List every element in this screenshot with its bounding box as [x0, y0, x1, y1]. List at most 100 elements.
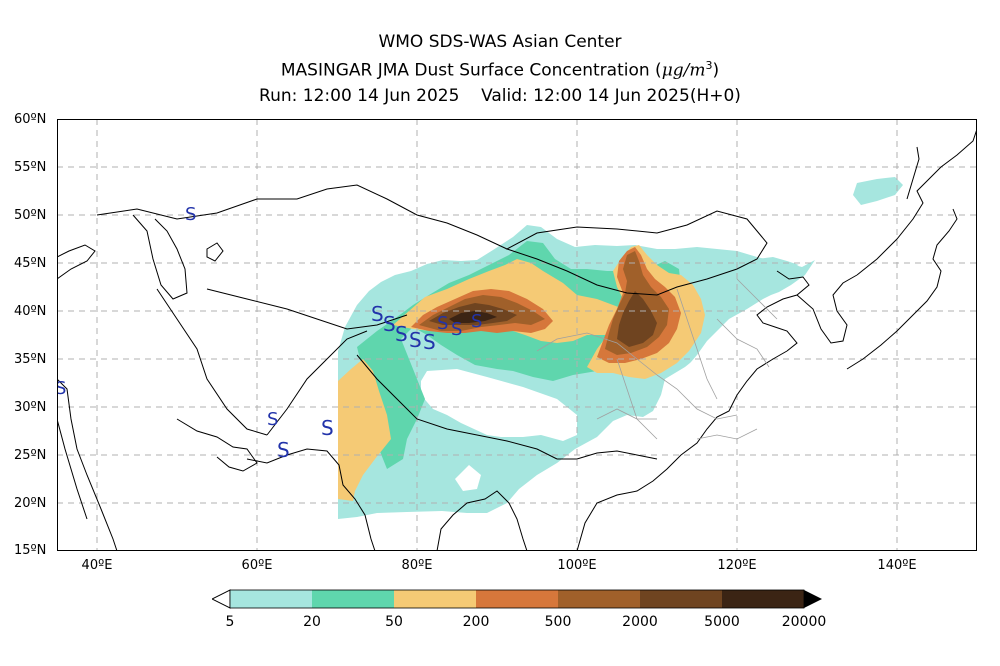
colorbar-swatch	[640, 590, 722, 608]
lon-label: 100ºE	[557, 558, 597, 573]
colorbar-swatch	[722, 590, 804, 608]
coastline-red-sea	[57, 418, 88, 520]
lat-label: 45ºN	[14, 256, 47, 271]
coastline-black-sea	[57, 244, 96, 280]
station-marker: S	[451, 319, 462, 340]
colorbar	[212, 589, 822, 609]
province-border-7	[696, 428, 758, 440]
station-marker: S	[185, 204, 196, 225]
dust-level-5000	[449, 311, 497, 323]
province-border-5	[716, 318, 770, 368]
dust-level-50	[338, 359, 391, 501]
station-marker: S	[423, 330, 436, 354]
province-border-4	[676, 288, 718, 400]
lon-label: 40ºE	[81, 558, 113, 573]
lat-label: 50ºN	[14, 208, 47, 223]
map-frame	[57, 119, 977, 551]
colorbar-swatch	[230, 590, 312, 608]
colorbar-label: 20	[303, 614, 321, 630]
coastline-korea	[796, 274, 858, 344]
lon-label: 60ºE	[241, 558, 273, 573]
title-line2: MASINGAR JMA Dust Surface Concentration …	[0, 59, 1000, 81]
clear-area-east	[651, 289, 957, 519]
run-time: Run: 12:00 14 Jun 2025	[259, 86, 460, 106]
dust-level-2000-gobi	[617, 291, 657, 347]
coastline-persian-gulf	[176, 418, 258, 472]
title-unit: μg/m	[661, 60, 706, 81]
lat-label: 35ºN	[14, 352, 47, 367]
border-india	[356, 354, 558, 460]
clear-area-tibet	[421, 369, 577, 441]
border-mongolia	[505, 210, 768, 296]
lat-label: 25ºN	[14, 448, 47, 463]
station-marker: S	[383, 312, 396, 336]
title-unit-exponent: 3	[705, 59, 713, 72]
lat-label: 15ºN	[14, 543, 47, 558]
colorbar-swatch	[312, 590, 394, 608]
border-iran	[156, 288, 268, 436]
colorbar-upper-arrow	[804, 590, 822, 608]
title-line1: WMO SDS-WAS Asian Center	[378, 32, 622, 52]
dust-station-markers: S S S S S S S S S S S S S	[57, 204, 482, 462]
lat-label: 40ºN	[14, 304, 47, 319]
province-border-1	[536, 332, 658, 376]
coastline-arabia	[57, 378, 118, 551]
colorbar-label: 50	[385, 614, 403, 630]
lon-label: 120ºE	[717, 558, 757, 573]
coastline-japan	[846, 208, 958, 370]
province-border-2	[616, 358, 658, 440]
lat-label: 20ºN	[14, 496, 47, 511]
lat-label: 30ºN	[14, 400, 47, 415]
province-border-3	[656, 374, 738, 420]
clear-area-sw	[455, 465, 481, 491]
coastline-sakhalin	[906, 146, 920, 200]
title-line3: Run: 12:00 14 Jun 2025 Valid: 12:00 14 J…	[0, 86, 1000, 106]
china-provinces	[536, 278, 778, 440]
station-marker: S	[395, 322, 408, 346]
station-marker: S	[437, 313, 448, 334]
station-marker: S	[321, 416, 334, 440]
colorbar-swatch	[394, 590, 476, 608]
colorbar-lower-arrow	[212, 589, 231, 609]
station-marker: S	[57, 378, 66, 399]
border-afghanistan	[266, 330, 368, 436]
coastline-russia-far-east	[856, 128, 977, 276]
colorbar-border	[229, 589, 805, 609]
colorbar-label: 20000	[781, 614, 827, 630]
coastline-caspian	[132, 214, 188, 300]
lon-label: 80ºE	[401, 558, 433, 573]
gridlines	[57, 119, 977, 551]
station-marker: S	[277, 438, 290, 462]
border-china-south	[557, 450, 658, 460]
colorbar-label: 5	[225, 614, 235, 630]
station-marker: S	[409, 328, 422, 352]
dust-shading	[338, 177, 957, 519]
colorbar-swatch	[476, 590, 558, 608]
province-border-6	[596, 408, 657, 420]
border-kazakhstan	[96, 184, 508, 250]
coastline-china-east	[756, 270, 810, 352]
coastline-se-asia	[576, 350, 788, 551]
dust-level-5-north	[853, 177, 903, 205]
title-main: MASINGAR JMA Dust Surface Concentration …	[280, 60, 662, 81]
coastline-aral	[206, 242, 224, 262]
border-central-asia	[206, 288, 408, 330]
colorbar-label: 500	[544, 614, 572, 630]
station-marker: S	[371, 302, 384, 326]
colorbar-label: 2000	[622, 614, 658, 630]
lat-label: 60ºN	[14, 112, 47, 127]
coastlines	[57, 128, 977, 551]
valid-time: Valid: 12:00 14 Jun 2025(H+0)	[481, 86, 741, 106]
station-marker: S	[471, 311, 482, 332]
coastline-arabian-sea	[246, 448, 376, 551]
coastline-bay-of-bengal	[436, 490, 528, 551]
province-border-8	[736, 278, 778, 320]
colorbar-swatch	[558, 590, 640, 608]
dust-level-5-east	[757, 257, 799, 269]
colorbar-label: 200	[462, 614, 490, 630]
lon-label: 140ºE	[877, 558, 917, 573]
dust-concentration-map: S S S S S S S S S S S S S	[57, 119, 977, 551]
station-marker: S	[267, 409, 278, 430]
lat-label: 55ºN	[14, 160, 47, 175]
colorbar-label: 5000	[704, 614, 740, 630]
